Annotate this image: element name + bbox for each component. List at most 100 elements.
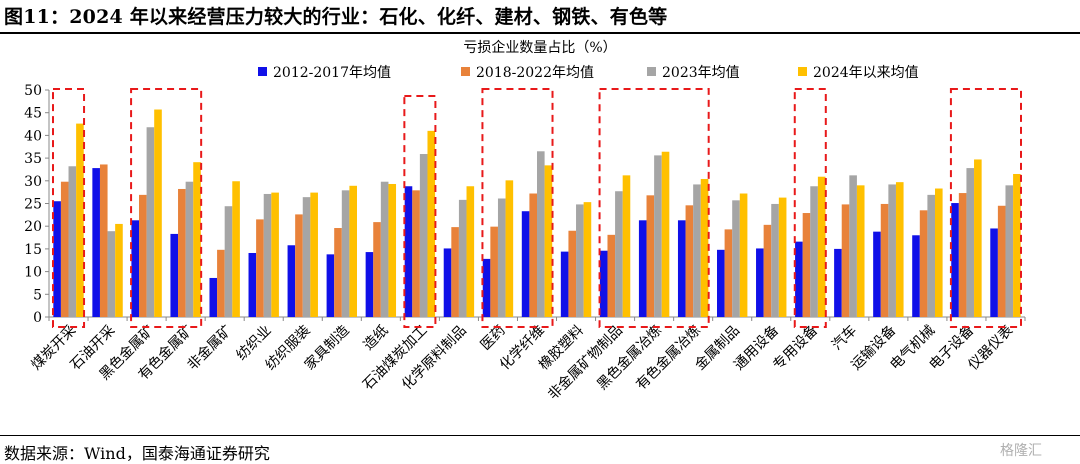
bar (810, 186, 818, 317)
y-tick-label: 30 (24, 174, 42, 190)
bar (560, 251, 569, 317)
bar (334, 228, 342, 317)
bar (677, 220, 686, 317)
bar (373, 222, 381, 317)
legend-label: 2012-2017年均值 (273, 65, 391, 81)
legend-label: 2024年以来均值 (813, 65, 919, 81)
bar (849, 175, 857, 317)
legend-swatch (798, 67, 807, 76)
watermark-logo: 格隆汇 (1000, 443, 1042, 459)
bar (115, 223, 123, 317)
bar (146, 127, 155, 317)
bar (271, 192, 279, 317)
highlight-box (793, 88, 827, 328)
bar (841, 204, 850, 317)
bar (256, 219, 264, 317)
bar (990, 228, 998, 317)
x-tick-label: 造纸 (361, 323, 392, 354)
bar (778, 197, 787, 317)
top-rule (0, 32, 1080, 34)
highlight-box (481, 88, 554, 328)
bar (451, 227, 459, 317)
bar (295, 214, 303, 317)
bar (951, 203, 959, 317)
bar (529, 193, 537, 317)
bar (654, 155, 662, 317)
legend-swatch (647, 67, 656, 76)
y-tick-label: 15 (24, 242, 42, 258)
bar (912, 235, 920, 317)
y-tick-label: 0 (33, 310, 42, 326)
bar (224, 206, 233, 317)
bar (443, 248, 452, 317)
y-tick-label: 35 (24, 151, 42, 167)
bar (739, 193, 748, 317)
y-tick-label: 10 (24, 265, 42, 281)
bar (795, 241, 803, 317)
bar (856, 185, 865, 317)
bar (92, 168, 100, 317)
bar (310, 192, 318, 317)
chart-legend: 2012-2017年均值 2018-2022年均值 2023年均值 2024年以来均值 (258, 65, 919, 81)
legend-swatch (258, 67, 267, 76)
bar (646, 195, 655, 317)
highlight-box (403, 95, 437, 328)
bar (756, 248, 764, 317)
bar (482, 258, 491, 317)
bar (802, 213, 811, 317)
bar (60, 181, 69, 317)
bar (599, 250, 608, 317)
bar (732, 200, 740, 317)
bar (661, 151, 670, 317)
legend-label: 2018-2022年均值 (476, 65, 594, 81)
bar (576, 204, 584, 317)
bar (490, 226, 498, 317)
bar (217, 249, 225, 317)
y-tick-label: 5 (33, 287, 42, 303)
bar (427, 130, 436, 317)
bar (622, 175, 631, 317)
bar (341, 190, 350, 317)
bar (997, 205, 1006, 317)
bar (185, 181, 194, 317)
bar (263, 193, 272, 317)
bar (326, 254, 335, 317)
bar (544, 165, 553, 317)
legend-swatch (461, 67, 470, 76)
highlight-box (598, 88, 710, 328)
bar (99, 164, 108, 317)
bar (834, 248, 842, 317)
bar (209, 277, 218, 317)
highlight-box (949, 88, 1022, 328)
bar (1013, 173, 1021, 317)
bar (607, 234, 616, 317)
bar (700, 178, 709, 317)
bar (404, 186, 413, 317)
bar-chart: 亏损企业数量占比（%） 2012-2017年均值 2018-2022年均值 2023… (24, 39, 1026, 403)
figure-title: 图11：2024 年以来经营压力较大的行业：石化、化纤、建材、钢铁、有色等 (4, 6, 668, 28)
bar (365, 252, 374, 317)
bar (583, 202, 592, 317)
bar (505, 180, 514, 317)
bar (53, 201, 61, 317)
bar (497, 198, 506, 317)
bar (412, 190, 420, 317)
bar (763, 224, 772, 317)
bar (76, 123, 84, 317)
bar (888, 184, 896, 317)
bar (935, 188, 943, 317)
bar (615, 191, 623, 317)
bar (139, 194, 147, 317)
bar (1005, 185, 1014, 317)
bar (717, 249, 725, 317)
y-tick-label: 40 (24, 128, 42, 144)
bar (419, 154, 428, 317)
bar (302, 197, 311, 317)
bar (966, 168, 975, 317)
source-note: 数据来源：Wind，国泰海通证券研究 (4, 444, 270, 463)
bar (771, 203, 779, 317)
bar (466, 186, 475, 317)
y-tick-label: 45 (24, 106, 42, 122)
bar (170, 233, 179, 317)
